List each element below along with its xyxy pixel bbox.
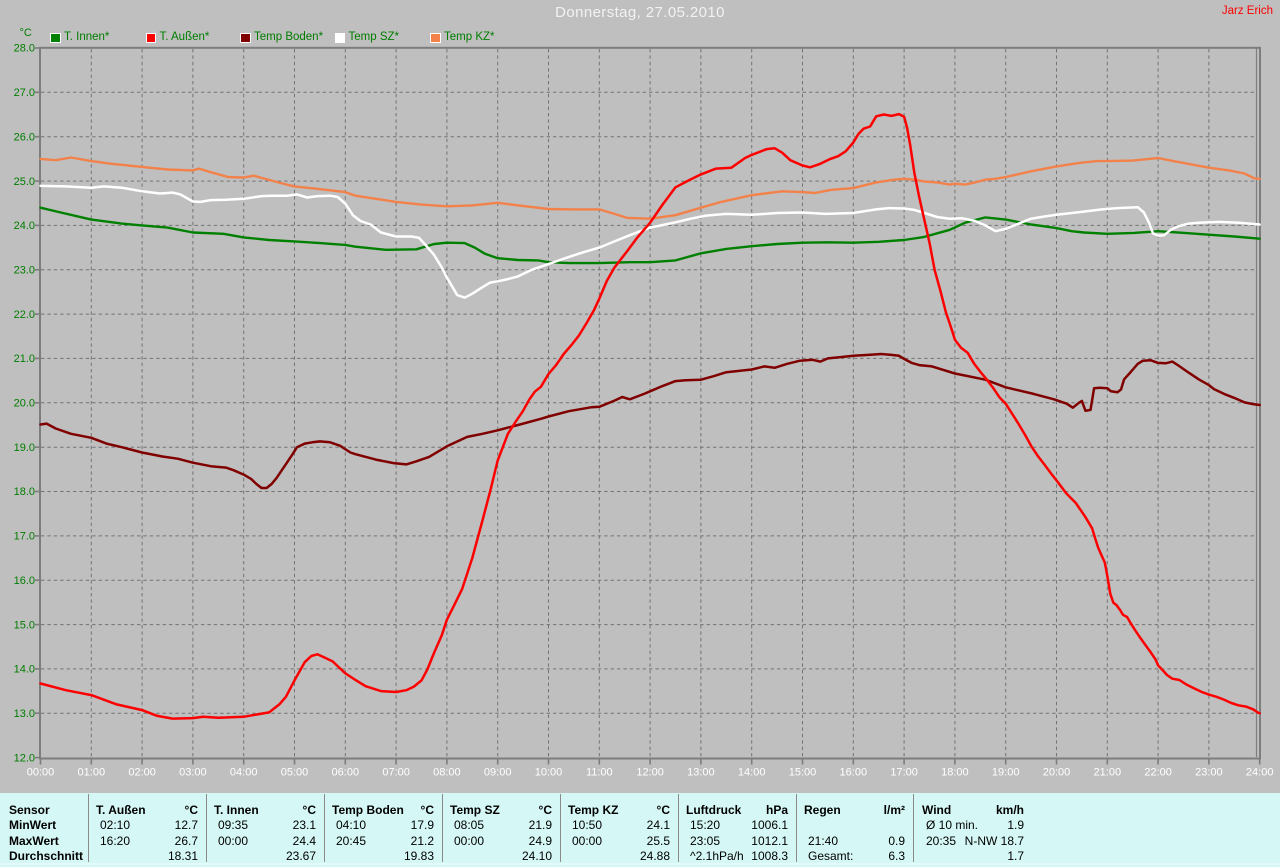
- svg-text:18:00: 18:00: [941, 767, 969, 779]
- svg-text:21:00: 21:00: [1094, 767, 1122, 779]
- svg-text:09:00: 09:00: [484, 767, 512, 779]
- svg-text:03:00: 03:00: [179, 767, 207, 779]
- svg-text:14:00: 14:00: [738, 767, 766, 779]
- svg-text:13:00: 13:00: [687, 767, 715, 779]
- svg-text:12:00: 12:00: [636, 767, 664, 779]
- svg-text:12.0: 12.0: [14, 752, 35, 764]
- svg-text:08:00: 08:00: [433, 767, 461, 779]
- svg-text:20.0: 20.0: [14, 398, 35, 410]
- svg-text:05:00: 05:00: [281, 767, 309, 779]
- svg-text:26.0: 26.0: [14, 131, 35, 143]
- svg-text:07:00: 07:00: [382, 767, 410, 779]
- svg-text:06:00: 06:00: [332, 767, 360, 779]
- svg-text:24:00: 24:00: [1246, 767, 1274, 779]
- svg-text:19.0: 19.0: [14, 442, 35, 454]
- svg-text:13.0: 13.0: [14, 708, 35, 720]
- svg-text:22:00: 22:00: [1144, 767, 1172, 779]
- svg-text:15.0: 15.0: [14, 619, 35, 631]
- svg-text:16.0: 16.0: [14, 575, 35, 587]
- svg-text:02:00: 02:00: [128, 767, 156, 779]
- svg-text:21.0: 21.0: [14, 353, 35, 365]
- svg-text:22.0: 22.0: [14, 309, 35, 321]
- svg-text:24.0: 24.0: [14, 220, 35, 232]
- svg-text:28.0: 28.0: [14, 43, 35, 55]
- svg-text:00:00: 00:00: [27, 767, 55, 779]
- svg-text:01:00: 01:00: [78, 767, 106, 779]
- svg-text:15:00: 15:00: [789, 767, 817, 779]
- svg-text:20:00: 20:00: [1043, 767, 1071, 779]
- svg-text:23:00: 23:00: [1195, 767, 1223, 779]
- svg-text:17.0: 17.0: [14, 531, 35, 543]
- svg-text:11:00: 11:00: [586, 767, 613, 779]
- svg-text:18.0: 18.0: [14, 486, 35, 498]
- svg-text:10:00: 10:00: [535, 767, 563, 779]
- svg-text:16:00: 16:00: [840, 767, 868, 779]
- svg-text:25.0: 25.0: [14, 176, 35, 188]
- svg-text:19:00: 19:00: [992, 767, 1020, 779]
- svg-text:27.0: 27.0: [14, 87, 35, 99]
- svg-text:04:00: 04:00: [230, 767, 258, 779]
- svg-text:14.0: 14.0: [14, 664, 35, 676]
- svg-text:17:00: 17:00: [890, 767, 918, 779]
- svg-text:23.0: 23.0: [14, 265, 35, 277]
